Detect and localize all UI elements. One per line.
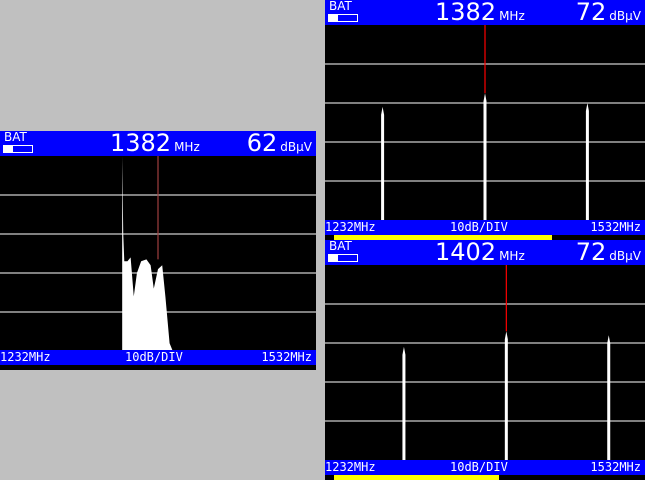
signal-peak xyxy=(483,93,487,220)
frequency-unit: MHz xyxy=(499,9,525,23)
level-unit: dBµV xyxy=(609,9,641,23)
span-footer: 1232MHz 10dB/DIV 1532MHz xyxy=(0,350,316,365)
battery-icon xyxy=(328,14,358,22)
start-frequency: 1232MHz xyxy=(0,350,51,364)
spectrum-plot xyxy=(0,156,316,351)
start-frequency: 1232MHz xyxy=(325,460,376,474)
status-header: BAT 1382 MHz 72 dBµV xyxy=(325,0,645,25)
span-footer: 1232MHz 10dB/DIV 1532MHz xyxy=(325,220,645,235)
level-bar xyxy=(334,475,499,480)
status-header: BAT 1382 MHz 62 dBµV xyxy=(0,131,316,156)
signal-level: 72 dBµV xyxy=(576,240,641,269)
battery-icon xyxy=(3,145,33,153)
spectrum-plot xyxy=(325,265,645,460)
level-bar xyxy=(334,235,552,240)
start-frequency: 1232MHz xyxy=(325,220,376,234)
level-value: 62 xyxy=(246,129,278,157)
scale-label: 10dB/DIV xyxy=(125,350,183,364)
stop-frequency: 1532MHz xyxy=(590,220,641,234)
frequency-unit: MHz xyxy=(499,249,525,263)
frequency-unit: MHz xyxy=(174,140,200,154)
center-frequency: 1382 MHz xyxy=(435,0,525,29)
battery-label: BAT xyxy=(4,130,27,144)
signal-peak xyxy=(381,106,385,220)
scale-label: 10dB/DIV xyxy=(450,460,508,474)
frequency-value: 1402 xyxy=(435,238,497,266)
stop-frequency: 1532MHz xyxy=(261,350,312,364)
stop-frequency: 1532MHz xyxy=(590,460,641,474)
status-header: BAT 1402 MHz 72 dBµV xyxy=(325,240,645,265)
signal-peak xyxy=(607,335,611,460)
battery-icon xyxy=(328,254,358,262)
spectrum-trace xyxy=(122,156,173,351)
signal-peak xyxy=(402,346,406,460)
spectrum-panel-bottom-right: BAT 1402 MHz 72 dBµV 1232MHz 10dB/DIV 1532… xyxy=(325,240,645,480)
battery-label: BAT xyxy=(329,239,352,253)
level-unit: dBµV xyxy=(609,249,641,263)
frequency-value: 1382 xyxy=(110,129,172,157)
battery-label: BAT xyxy=(329,0,352,13)
level-value: 72 xyxy=(575,238,607,266)
center-frequency: 1402 MHz xyxy=(435,240,525,269)
signal-level: 62 dBµV xyxy=(247,131,312,160)
center-frequency: 1382 MHz xyxy=(110,131,200,160)
frequency-value: 1382 xyxy=(435,0,497,26)
level-unit: dBµV xyxy=(280,140,312,154)
signal-level: 72 dBµV xyxy=(576,0,641,29)
signal-peak xyxy=(504,331,508,460)
signal-peak xyxy=(585,103,589,220)
span-footer: 1232MHz 10dB/DIV 1532MHz xyxy=(325,460,645,475)
spectrum-plot xyxy=(325,25,645,220)
level-value: 72 xyxy=(575,0,607,26)
spectrum-panel-left: BAT 1382 MHz 62 dBµV 1232MHz 10dB/DIV 1532… xyxy=(0,131,316,370)
scale-label: 10dB/DIV xyxy=(450,220,508,234)
spectrum-panel-top-right: BAT 1382 MHz 72 dBµV 1232MHz 10dB/DIV 1532… xyxy=(325,0,645,240)
